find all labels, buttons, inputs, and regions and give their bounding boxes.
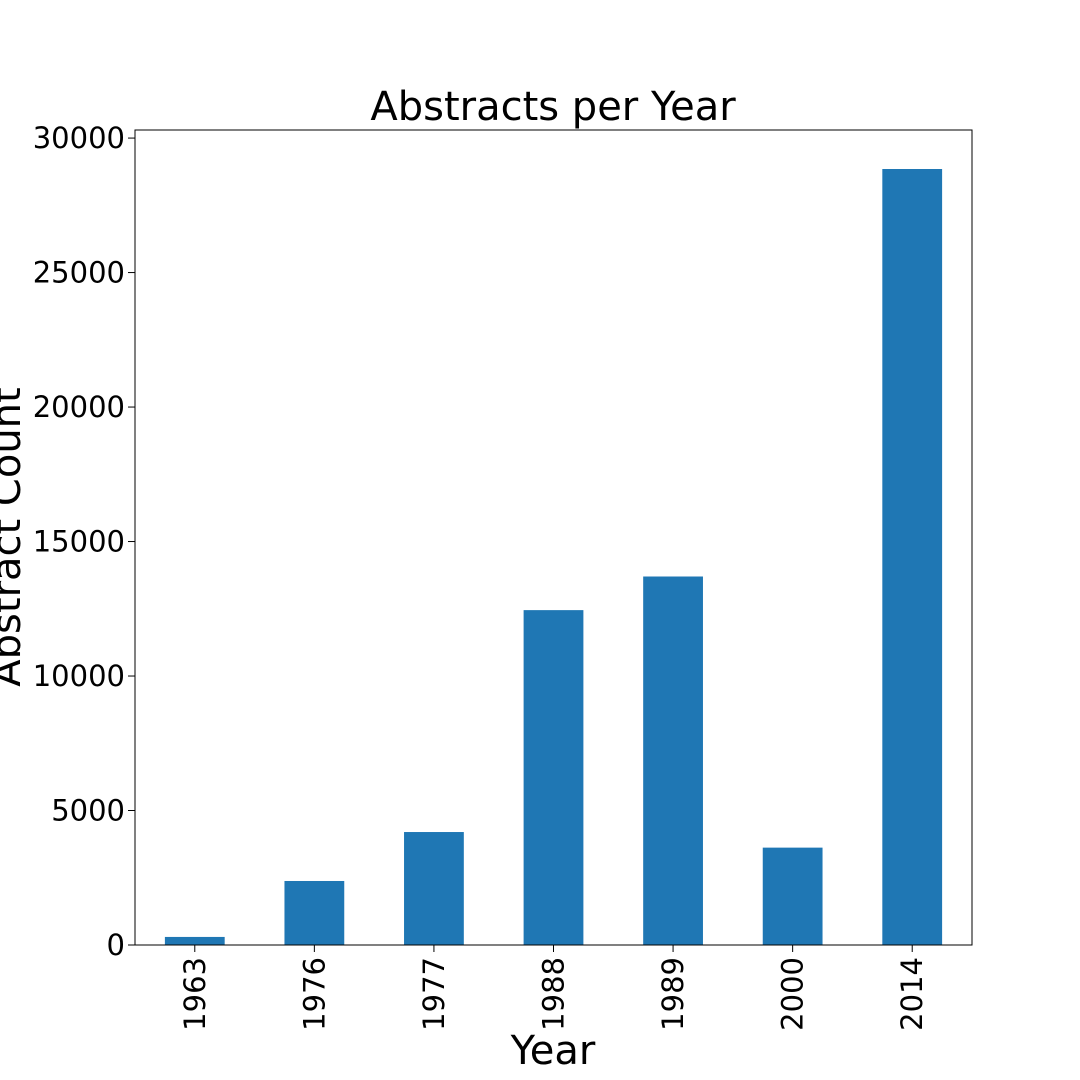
y-tick-label: 5000 — [51, 794, 125, 828]
x-tick-label: 1989 — [656, 957, 690, 1031]
plot-area: 0 5000 10000 15000 20000 25000 30000 1963 1976 19… — [33, 121, 973, 1031]
y-tick-label: 10000 — [33, 659, 125, 693]
y-axis-label: Abstract Count — [0, 387, 30, 686]
y-tick-label: 15000 — [33, 525, 125, 559]
y-tick-label: 20000 — [33, 390, 125, 424]
x-tick-label: 1963 — [178, 957, 212, 1031]
bar-2014 — [882, 169, 943, 945]
y-tick-label: 25000 — [33, 256, 125, 290]
x-tick-label: 2000 — [776, 957, 810, 1031]
y-tick-label: 30000 — [33, 121, 125, 155]
x-tick-label: 1988 — [537, 957, 571, 1031]
x-tick-label: 1976 — [297, 957, 331, 1031]
x-tick-label: 1977 — [417, 957, 451, 1031]
bar-1988 — [523, 610, 584, 945]
bar-1976 — [284, 880, 345, 945]
bar-1989 — [643, 576, 703, 945]
bar-1963 — [164, 936, 225, 945]
bar-2000 — [762, 847, 823, 945]
x-axis-label: Year — [510, 1028, 596, 1074]
chart-title: Abstracts per Year — [370, 84, 736, 130]
x-tick-label: 2014 — [895, 957, 929, 1031]
y-tick-label: 0 — [107, 928, 125, 962]
bar-1977 — [404, 832, 464, 945]
